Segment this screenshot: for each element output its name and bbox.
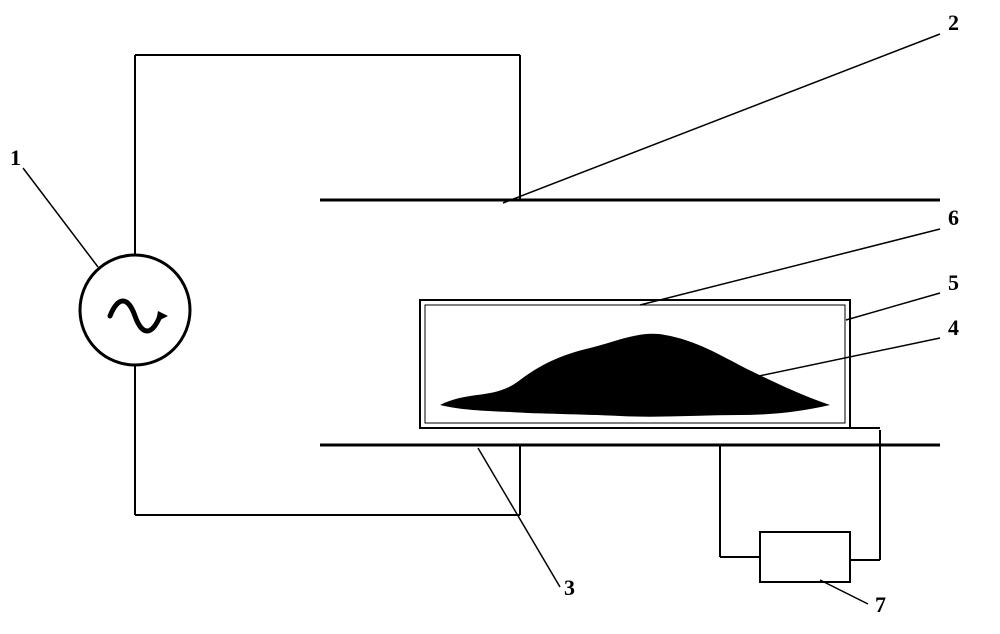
label-l3: 3 — [564, 575, 575, 600]
leader-l4 — [740, 338, 940, 380]
label-l4: 4 — [948, 315, 959, 340]
label-l5: 5 — [948, 270, 959, 295]
label-l7: 7 — [875, 592, 886, 617]
leader-l6 — [640, 229, 940, 305]
leader-l5 — [846, 293, 940, 320]
leader-l7 — [820, 580, 868, 604]
label-l1: 1 — [10, 145, 21, 170]
schematic-diagram: 1 2 3 4 5 6 7 — [0, 0, 1000, 634]
device-7-box — [760, 532, 850, 582]
leader-l1 — [23, 168, 98, 267]
leader-l2 — [503, 34, 940, 203]
label-l6: 6 — [948, 205, 959, 230]
sample-blob — [440, 334, 830, 417]
label-l2: 2 — [948, 10, 959, 35]
